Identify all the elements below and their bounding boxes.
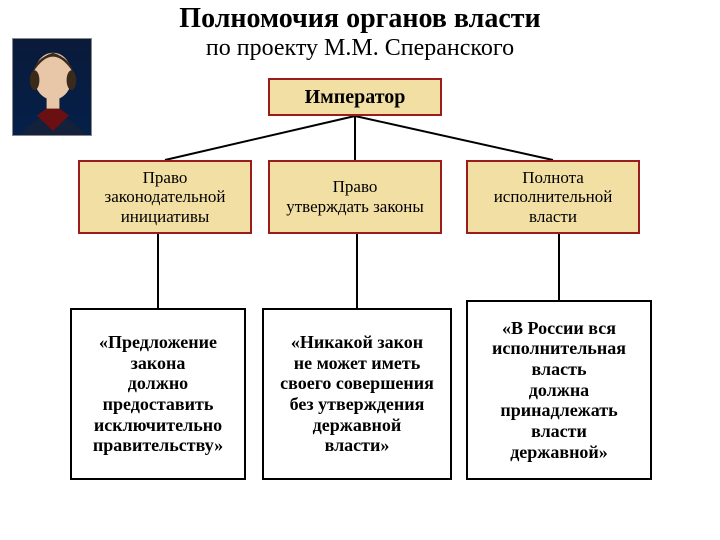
node-executive-power: Полнотаисполнительнойвласти — [466, 160, 640, 234]
node-label: «Никакой законне может иметьсвоего совер… — [280, 332, 434, 456]
node-label: «Предложениезаконадолжнопредоставитьискл… — [93, 332, 223, 456]
portrait-svg — [13, 39, 92, 136]
node-label: Правозаконодательнойинициативы — [105, 168, 226, 227]
title-block: Полномочия органов власти по проекту М.М… — [0, 0, 720, 61]
node-quote-left: «Предложениезаконадолжнопредоставитьискл… — [70, 308, 246, 480]
node-emperor: Император — [268, 78, 442, 116]
node-label: Император — [305, 86, 406, 109]
page-title: Полномочия органов власти — [0, 4, 720, 35]
node-label: Правоутверждать законы — [286, 177, 424, 216]
node-quote-center: «Никакой законне может иметьсвоего совер… — [262, 308, 452, 480]
node-legislative-initiative: Правозаконодательнойинициативы — [78, 160, 252, 234]
page-subtitle: по проекту М.М. Сперанского — [0, 35, 720, 61]
portrait-image — [12, 38, 92, 136]
node-approve-laws: Правоутверждать законы — [268, 160, 442, 234]
node-label: Полнотаисполнительнойвласти — [494, 168, 613, 227]
node-quote-right: «В России всяисполнительнаявластьдолжнап… — [466, 300, 652, 480]
node-label: «В России всяисполнительнаявластьдолжнап… — [492, 318, 626, 463]
